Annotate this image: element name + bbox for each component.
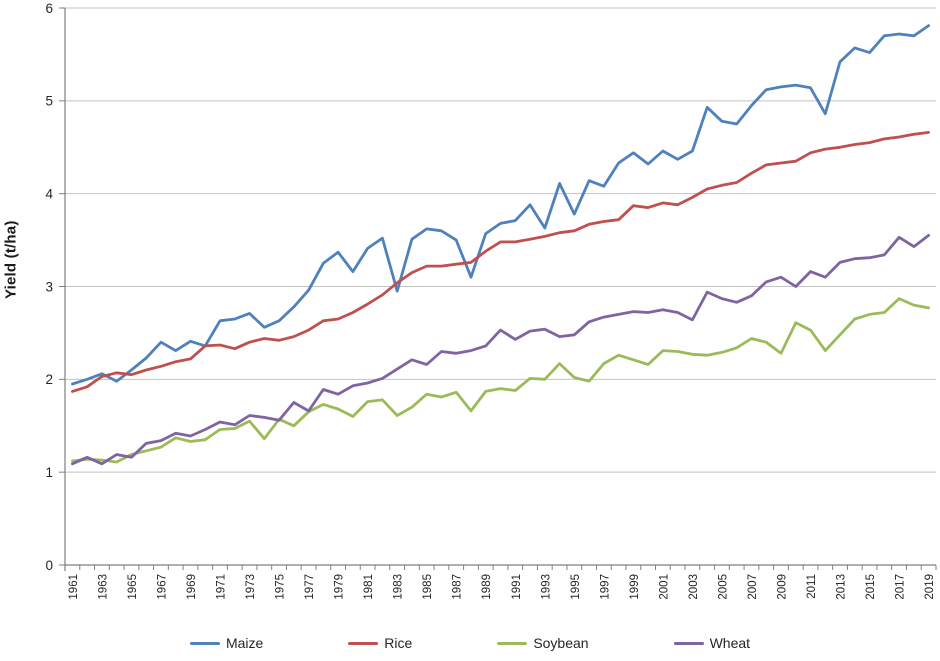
- rice-legend-label: Rice: [384, 635, 413, 651]
- chart-legend: Maize Rice Soybean Wheat: [0, 629, 940, 657]
- x-axis-tick-label: 2015: [865, 574, 877, 600]
- x-axis-tick-label: 2001: [658, 574, 670, 600]
- x-axis-tick-label: 2005: [717, 574, 729, 600]
- wheat-series-line: [71, 233, 930, 466]
- maize-legend-swatch: [189, 641, 220, 645]
- x-axis-tick-label: 2011: [806, 574, 818, 599]
- wheat-legend-swatch: [673, 641, 704, 645]
- y-axis-title: Yield (t/ha): [2, 220, 20, 300]
- legend-item-wheat: Wheat: [673, 635, 751, 651]
- x-axis-tick-label: 1961: [68, 574, 80, 600]
- x-axis-tick-label: 1987: [452, 574, 464, 600]
- x-axis-tick-label: 1995: [570, 574, 582, 600]
- x-axis-tick-label: 1985: [422, 574, 434, 600]
- x-axis-tick-label: 1975: [275, 574, 287, 600]
- chart-plot-area: 0 1 2 3 4 5 6 1961 1963 1965 1967 1969 1971 1973 1975 1…: [45, 1, 937, 600]
- x-axis-tick-label: 1963: [97, 574, 109, 600]
- x-axis-tick-label: 1967: [156, 574, 168, 600]
- y-axis-tick-label: 5: [45, 94, 53, 109]
- x-axis-tick-label: 1983: [393, 574, 405, 600]
- x-axis-tick-label: 1999: [629, 574, 641, 600]
- x-axis-tick-label: 1971: [216, 574, 228, 600]
- y-axis-tick-label: 6: [45, 1, 53, 16]
- soybean-legend-swatch: [497, 641, 528, 645]
- x-axis-tick-label: 2019: [924, 574, 936, 600]
- legend-item-maize: Maize: [189, 635, 264, 651]
- x-axis-tick-label: 2009: [776, 574, 788, 600]
- x-axis-tick-label: 1997: [599, 574, 611, 600]
- x-axis-tick-label: 2003: [688, 574, 700, 600]
- x-axis-tick-label: 2017: [895, 574, 907, 600]
- x-axis-tick-label: 1973: [245, 574, 257, 600]
- y-axis-tick-label: 0: [45, 558, 53, 573]
- y-axis-tick-label: 4: [45, 186, 53, 201]
- y-axis-tick-label: 1: [45, 465, 53, 480]
- rice-series-line: [71, 130, 930, 393]
- soybean-legend-label: Soybean: [533, 635, 589, 651]
- x-axis-tick-label: 1993: [540, 574, 552, 600]
- x-axis-tick-label: 1979: [334, 574, 346, 600]
- x-axis-tick-label: 1991: [511, 574, 523, 600]
- x-axis-tick-label: 1977: [304, 574, 316, 600]
- maize-series-line: [71, 24, 930, 386]
- legend-item-rice: Rice: [348, 635, 412, 651]
- soybean-series-line: [71, 297, 930, 464]
- wheat-legend-label: Wheat: [709, 635, 751, 651]
- x-axis-tick-label: 1969: [186, 574, 198, 600]
- x-axis-tick-label: 1981: [363, 574, 375, 600]
- rice-legend-swatch: [348, 641, 379, 645]
- legend-item-soybean: Soybean: [497, 635, 589, 651]
- x-axis-tick-label: 2007: [747, 574, 759, 600]
- x-axis-tick-label: 2013: [836, 574, 848, 600]
- x-axis-tick-label: 1989: [481, 574, 493, 600]
- x-axis-tick-label: 1965: [127, 574, 139, 600]
- y-axis-tick-label: 3: [45, 279, 53, 294]
- maize-legend-label: Maize: [225, 635, 264, 651]
- y-axis-tick-label: 2: [45, 372, 53, 387]
